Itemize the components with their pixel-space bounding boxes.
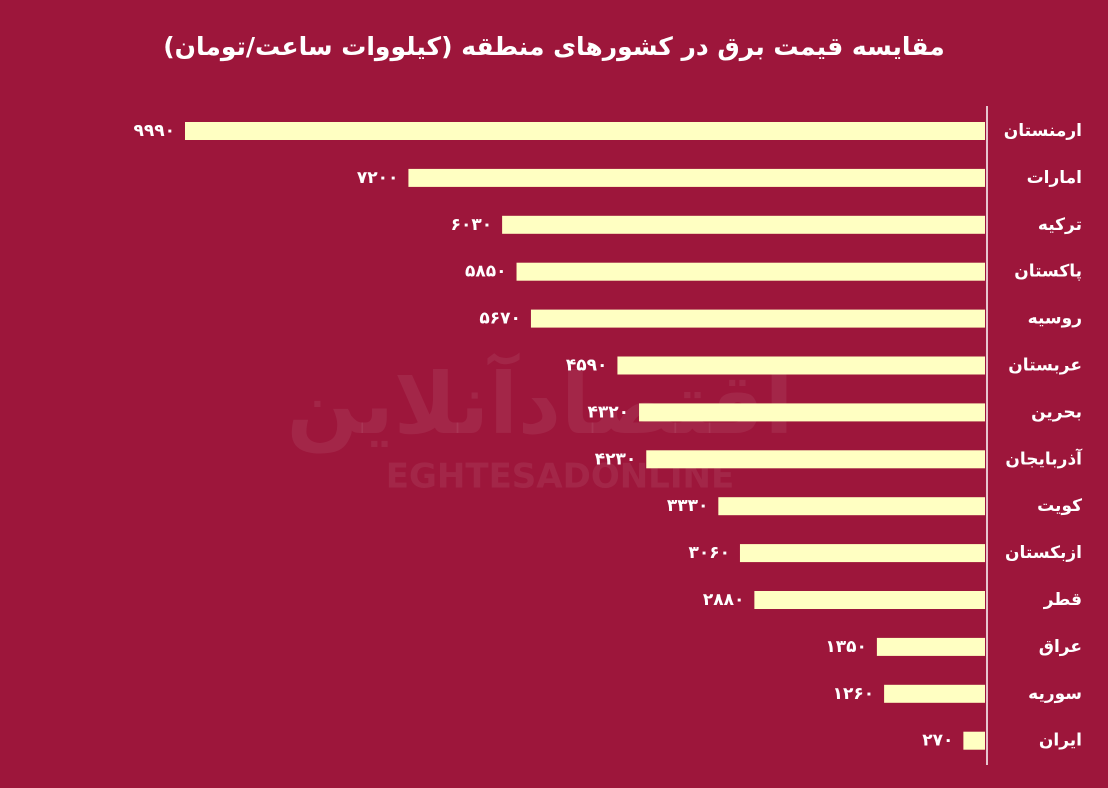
value-label: ۶۰۳۰ xyxy=(451,215,493,235)
category-label: پاکستان xyxy=(1014,262,1082,282)
category-label: قطر xyxy=(1043,590,1082,610)
bar xyxy=(876,637,985,656)
bar xyxy=(963,731,985,750)
bar xyxy=(639,403,985,422)
bar xyxy=(617,356,985,375)
category-label: امارات xyxy=(1027,168,1082,188)
value-label: ۲۷۰ xyxy=(922,731,953,751)
category-label: ترکیه xyxy=(1038,215,1082,235)
chart-title: مقایسه قیمت برق در کشورهای منطقه (کیلووا… xyxy=(163,32,945,62)
value-label: ۵۶۷۰ xyxy=(479,309,521,329)
value-label: ۴۳۲۰ xyxy=(588,402,630,422)
category-label: عراق xyxy=(1039,637,1082,657)
value-label: ۴۲۳۰ xyxy=(595,449,637,469)
category-label: ایران xyxy=(1039,731,1082,751)
category-label: روسیه xyxy=(1028,309,1082,329)
bar xyxy=(516,262,985,281)
category-label: سوریه xyxy=(1028,684,1082,704)
value-label: ۱۲۶۰ xyxy=(833,684,875,704)
category-label: کویت xyxy=(1037,496,1082,516)
value-label: ۳۳۳۰ xyxy=(667,496,709,516)
value-label: ۵۸۵۰ xyxy=(465,262,507,282)
bar xyxy=(502,215,985,234)
value-label: ۲۸۸۰ xyxy=(703,590,745,610)
bar xyxy=(718,497,985,516)
category-label: آذربایجان xyxy=(1005,447,1083,469)
value-label: ۹۹۹۰ xyxy=(133,121,175,141)
bar xyxy=(185,122,985,140)
bar xyxy=(646,450,985,469)
category-label: عربستان xyxy=(1008,356,1082,376)
bar xyxy=(754,591,985,609)
bar xyxy=(530,309,985,328)
value-label: ۳۰۶۰ xyxy=(688,543,730,563)
value-label: ۷۲۰۰ xyxy=(357,168,399,188)
bar xyxy=(884,684,985,703)
category-label: بحرین xyxy=(1031,402,1082,422)
value-label: ۱۳۵۰ xyxy=(825,637,867,657)
category-label: ازبکستان xyxy=(1005,543,1082,563)
category-label: ارمنستان xyxy=(1004,121,1082,141)
bar xyxy=(408,168,985,187)
value-label: ۴۵۹۰ xyxy=(566,356,608,376)
bar xyxy=(739,544,985,563)
